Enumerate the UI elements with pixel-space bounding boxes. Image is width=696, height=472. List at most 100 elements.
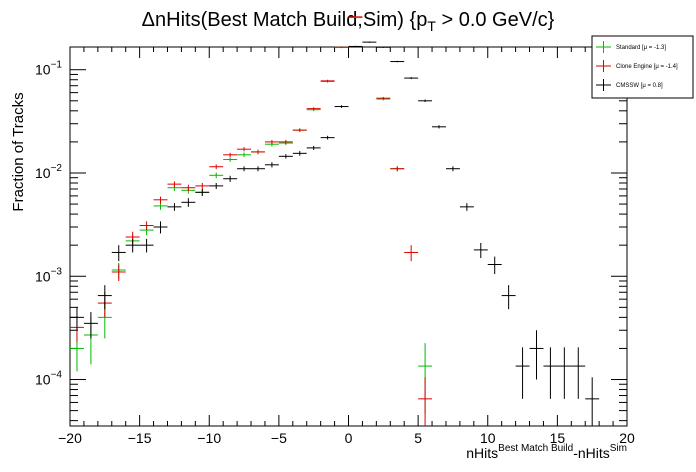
data-point — [209, 164, 224, 170]
chart-title-subscript: T — [427, 18, 436, 34]
data-point — [223, 175, 238, 182]
legend-entry-cmssw: CMSSW [μ = 0.8] — [596, 79, 663, 91]
data-point — [432, 125, 446, 129]
data-point — [334, 105, 349, 108]
data-point — [153, 196, 168, 204]
data-point — [585, 377, 600, 426]
data-point — [418, 99, 433, 103]
data-point — [487, 256, 502, 275]
data-point — [306, 107, 321, 111]
data-point — [209, 172, 224, 179]
x-tick-label: −10 — [197, 430, 221, 446]
data-point — [306, 145, 321, 150]
data-point — [83, 312, 98, 339]
data-point — [251, 166, 265, 172]
data-point — [362, 41, 377, 43]
data-point — [278, 154, 293, 159]
data-point — [529, 330, 544, 380]
x-axis-label: nHitsBest Match Build-nHitsSim — [466, 443, 627, 461]
data-point — [237, 166, 252, 172]
data-point — [292, 128, 307, 132]
data-point — [195, 188, 210, 196]
data-point — [70, 307, 84, 331]
data-point — [139, 238, 154, 253]
data-point — [473, 242, 488, 259]
x-tick-label: 15 — [550, 430, 566, 446]
legend-label: Standard [μ = -1.3] — [616, 45, 666, 51]
x-axis: −20 −15 −10 −5 0 5 10 15 20 — [58, 47, 635, 446]
data-point — [348, 45, 363, 48]
data-point — [459, 203, 474, 211]
data-point — [223, 157, 238, 162]
legend-entries: Standard [μ = -1.3] Clone Engine [μ = -1.… — [596, 41, 678, 91]
data-point — [404, 77, 419, 80]
chart-title-main: ΔnHits(Best Match Build,Sim) {p — [142, 9, 428, 31]
data-point — [209, 182, 224, 189]
data-point — [320, 135, 335, 140]
data-point — [195, 182, 210, 189]
y-tick-label: 10−4 — [35, 370, 62, 388]
data-point — [571, 347, 586, 399]
data-point — [390, 60, 405, 63]
data-point — [264, 162, 279, 168]
data-point — [153, 202, 168, 210]
x-tick-label: −15 — [128, 430, 152, 446]
x-tick-label: −20 — [58, 430, 82, 446]
data-point — [376, 96, 391, 100]
data-point — [167, 181, 182, 188]
y-axis: 10−1 10−2 10−3 10−4 — [35, 60, 627, 422]
data-point — [278, 139, 293, 144]
data-point — [237, 147, 252, 152]
data-point — [97, 285, 112, 310]
chart-title: ΔnHits(Best Match Build,Sim) {pT > 0.0 G… — [142, 9, 555, 34]
y-tick-label: 10−1 — [35, 60, 62, 78]
data-point — [237, 152, 252, 158]
series-layer — [70, 16, 600, 426]
data-point — [223, 152, 238, 157]
data-point — [167, 203, 182, 211]
data-point — [515, 347, 530, 399]
x-label-part-3: -nHits — [573, 445, 610, 461]
data-point — [292, 151, 307, 156]
y-tick-label: 10−3 — [35, 266, 62, 284]
data-point — [557, 347, 572, 399]
data-point — [404, 245, 419, 262]
data-point — [501, 285, 516, 310]
data-point — [139, 221, 154, 231]
legend-label: Clone Engine [μ = -1.4] — [616, 64, 678, 70]
data-point — [251, 149, 265, 155]
data-point — [320, 79, 335, 83]
chart-title-end: > 0.0 GeV/c} — [436, 9, 555, 31]
x-label-part-4: Sim — [610, 443, 627, 454]
y-tick-label: 10−2 — [35, 163, 62, 181]
data-point — [390, 166, 405, 172]
data-point — [111, 264, 126, 281]
x-tick-label: 10 — [480, 430, 496, 446]
series-cmssw — [70, 41, 600, 426]
data-point — [181, 184, 196, 191]
data-point — [181, 198, 196, 207]
x-label-part-2: Best Match Build — [498, 443, 573, 454]
x-label-part-1: nHits — [466, 445, 498, 461]
legend-entry-standard: Standard [μ = -1.3] — [596, 41, 666, 53]
legend-entry-clone-engine: Clone Engine [μ = -1.4] — [596, 60, 678, 72]
y-axis-label: Fraction of Tracks — [10, 92, 27, 211]
x-tick-label: 5 — [414, 430, 422, 446]
x-tick-label: 20 — [619, 430, 635, 446]
data-point — [111, 245, 126, 262]
data-point — [264, 139, 279, 144]
data-point — [348, 16, 363, 18]
data-point — [445, 166, 460, 172]
data-point — [418, 377, 433, 426]
x-tick-label: 0 — [345, 430, 353, 446]
legend-label: CMSSW [μ = 0.8] — [616, 83, 663, 89]
legend: Standard [μ = -1.3] Clone Engine [μ = -1.… — [591, 35, 694, 99]
x-tick-label: −5 — [271, 430, 287, 446]
data-point — [376, 46, 391, 48]
data-point — [153, 221, 168, 234]
legend-box — [591, 35, 694, 99]
data-point — [543, 347, 558, 399]
data-point — [125, 238, 140, 253]
